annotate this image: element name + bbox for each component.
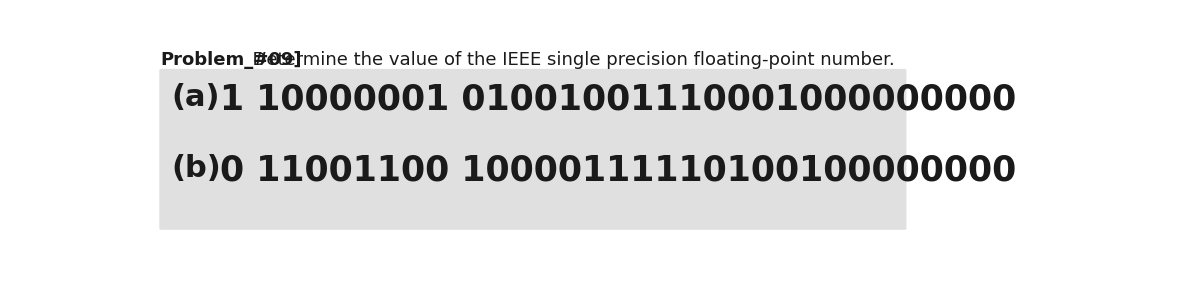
- Text: (a): (a): [172, 83, 221, 112]
- Text: 1 10000001 01001001110001000000000: 1 10000001 01001001110001000000000: [220, 83, 1016, 117]
- Text: Problem_#09]: Problem_#09]: [161, 51, 302, 69]
- Text: Determine the value of the IEEE single precision floating-point number.: Determine the value of the IEEE single p…: [241, 51, 895, 69]
- Text: (b): (b): [172, 153, 222, 183]
- FancyBboxPatch shape: [160, 69, 906, 230]
- Text: 0 11001100 10000111110100100000000: 0 11001100 10000111110100100000000: [220, 153, 1016, 187]
